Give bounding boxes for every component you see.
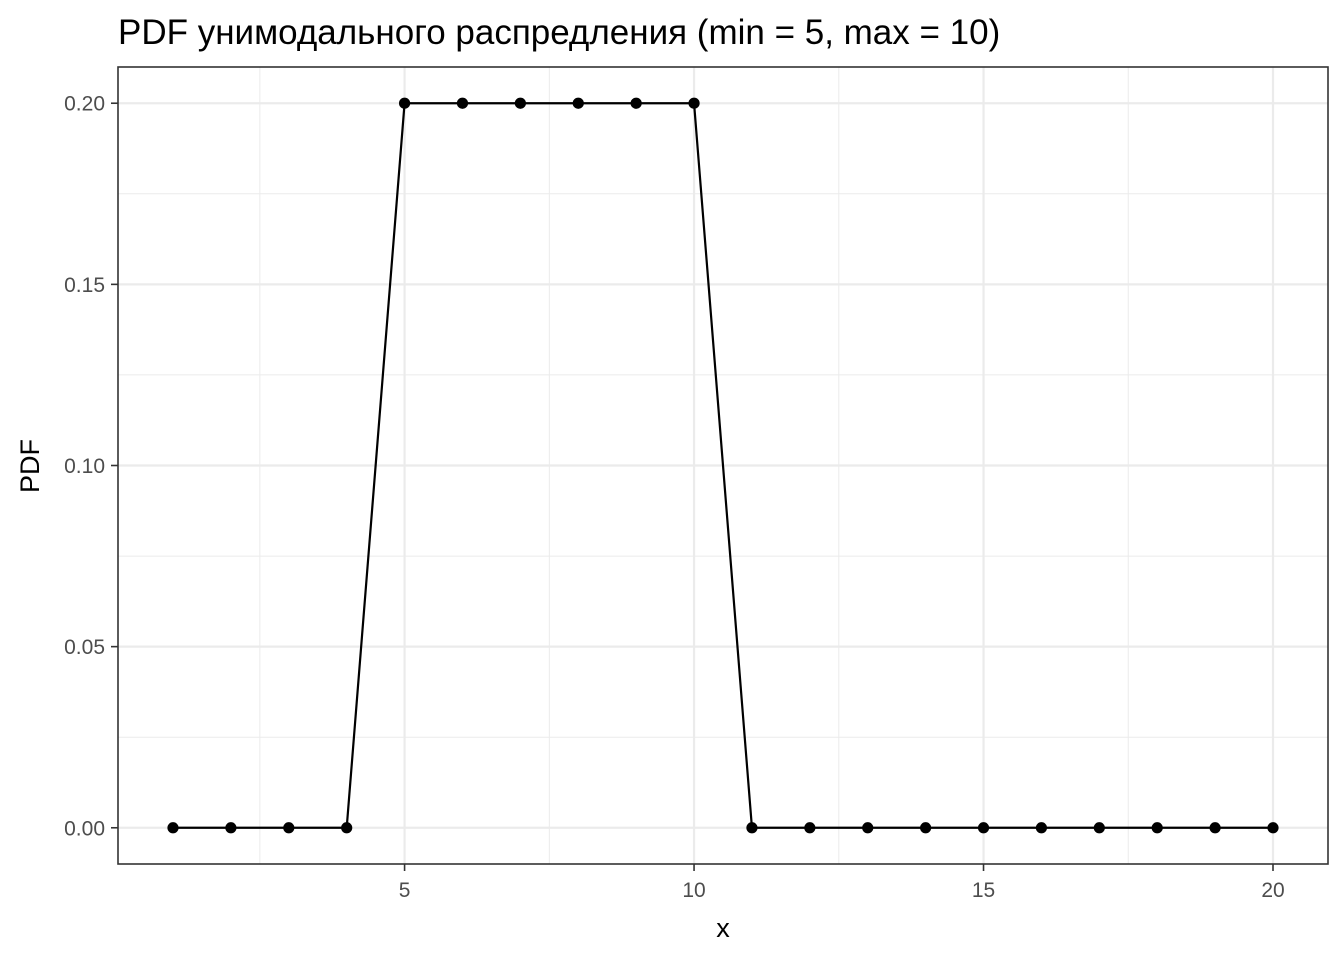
data-points [167,97,1279,834]
data-point [514,97,526,109]
data-point [398,97,411,109]
data-point [630,97,642,109]
data-point [862,822,874,834]
data-point [688,97,700,109]
data-point [283,822,295,834]
data-point [167,822,179,834]
y-tick-label: 0.00 [64,817,105,840]
y-axis: 0.00 0.05 0.10 0.15 0.20 [64,93,118,840]
y-tick-label: 0.15 [64,274,105,297]
data-point [746,822,758,834]
data-point [456,97,469,109]
x-tick-label: 15 [972,879,995,902]
data-point [920,822,932,834]
y-tick-label: 0.05 [64,636,105,659]
chart-title: PDF унимодального распредления (min = 5,… [118,13,1000,52]
data-point [341,822,353,834]
data-point [977,822,990,834]
x-tick-label: 5 [399,879,411,902]
grid-minor [118,67,1328,864]
data-point [1151,822,1163,834]
x-axis: 5 10 15 20 [399,864,1285,902]
data-point [572,97,584,109]
y-tick-label: 0.20 [64,93,105,116]
data-point [1093,822,1105,834]
data-point [1209,822,1221,834]
series-line [173,102,1273,829]
data-point [225,822,237,834]
x-tick-label: 20 [1261,879,1284,902]
data-point [1035,822,1048,834]
data-point [804,822,816,834]
data-point [1267,822,1279,834]
y-tick-label: 0.10 [64,455,105,478]
x-tick-label: 10 [682,879,705,902]
y-axis-title: PDF [15,439,45,493]
x-axis-title: x [716,913,730,943]
